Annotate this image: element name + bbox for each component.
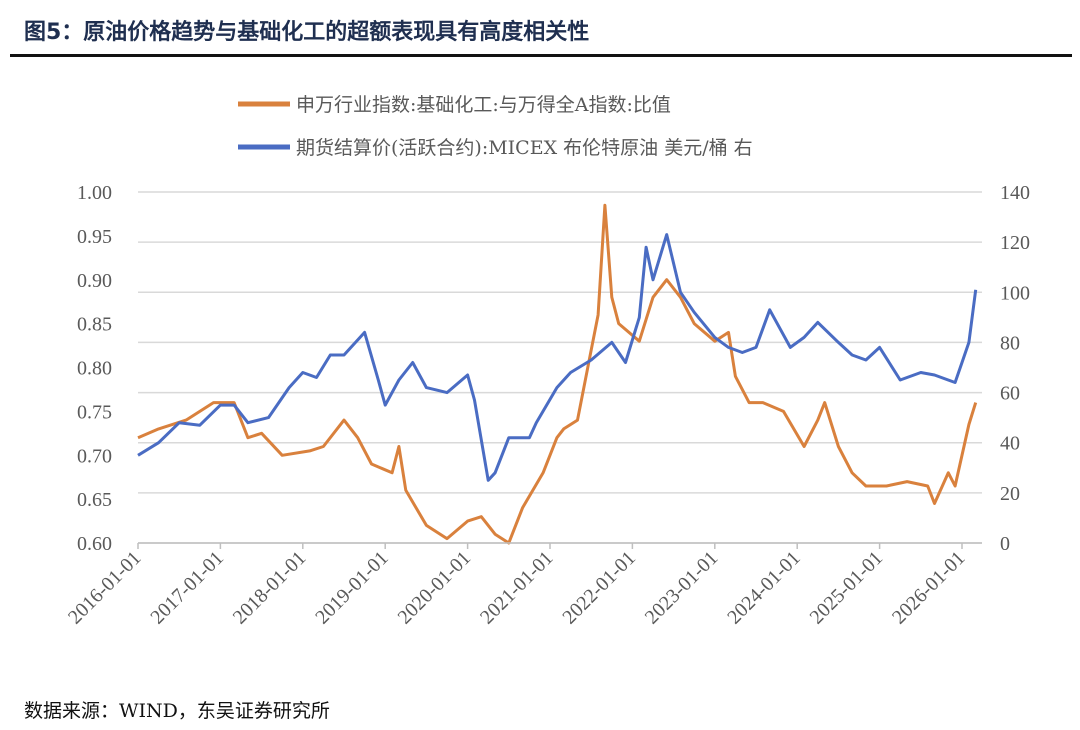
- source-note: 数据来源：WIND，东吴证券研究所: [24, 700, 330, 722]
- x-tick-label: 2024-01-01: [723, 547, 805, 629]
- right-tick-label: 0: [1000, 533, 1010, 555]
- right-tick-label: 120: [1000, 232, 1030, 254]
- x-tick-label: 2022-01-01: [558, 547, 640, 629]
- title-divider: [10, 54, 1072, 57]
- x-tick-label: 2021-01-01: [476, 547, 558, 629]
- left-tick-label: 0.80: [77, 358, 112, 380]
- left-tick-label: 1.00: [77, 182, 112, 204]
- x-tick-label: 2020-01-01: [394, 547, 476, 629]
- left-tick-label: 0.70: [77, 445, 112, 467]
- legend: 申万行业指数:基础化工:与万得全A指数:比值 期货结算价(活跃合约):MICEX…: [238, 94, 753, 159]
- left-tick-label: 0.60: [77, 533, 112, 555]
- left-tick-label: 0.75: [77, 401, 112, 423]
- x-tick-label: 2026-01-01: [888, 547, 970, 629]
- x-tick-label: 2019-01-01: [311, 547, 393, 629]
- right-tick-label: 20: [1000, 483, 1020, 505]
- x-tick-label: 2018-01-01: [229, 547, 311, 629]
- line-chart: 0 20 40 60 80 100 120 140 0.60 0.65 0.70 0.75 0.80 0.…: [64, 94, 1030, 629]
- left-tick-label: 0.65: [77, 489, 112, 511]
- right-tick-label: 80: [1000, 332, 1020, 354]
- right-tick-label: 40: [1000, 433, 1020, 455]
- gridlines: [138, 191, 982, 544]
- right-tick-label: 60: [1000, 383, 1020, 405]
- x-tick-label: 2017-01-01: [146, 547, 228, 629]
- right-tick-label: 140: [1000, 182, 1030, 204]
- x-tick-label: 2025-01-01: [806, 547, 888, 629]
- legend-label-ratio: 申万行业指数:基础化工:与万得全A指数:比值: [296, 94, 671, 116]
- series-lines: [137, 203, 978, 545]
- x-tick-label: 2023-01-01: [641, 547, 723, 629]
- legend-label-brent: 期货结算价(活跃合约):MICEX 布伦特原油 美元/桶 右: [296, 137, 753, 159]
- left-tick-label: 0.95: [77, 226, 112, 248]
- left-tick-label: 0.90: [77, 270, 112, 292]
- right-tick-label: 100: [1000, 282, 1030, 304]
- x-tick-label: 2016-01-01: [64, 547, 146, 629]
- left-tick-label: 0.85: [77, 314, 112, 336]
- figure-title: 图5：原油价格趋势与基础化工的超额表现具有高度相关性: [24, 20, 590, 45]
